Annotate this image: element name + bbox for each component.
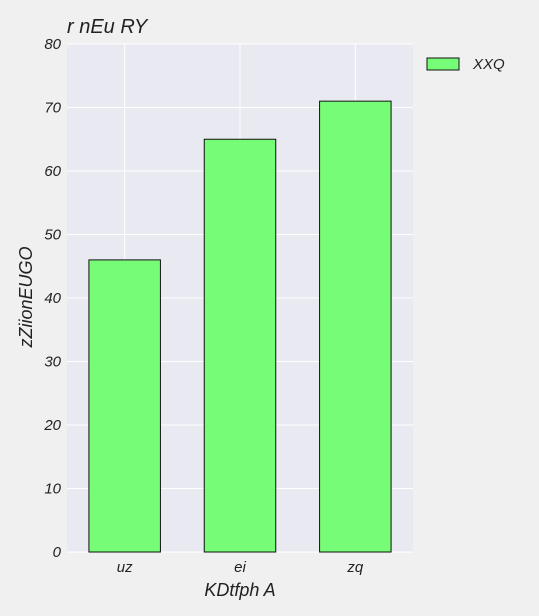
x-axis-label: KDtfph A xyxy=(204,580,275,600)
legend-label: XXQ xyxy=(472,56,505,73)
x-tick-label: ei xyxy=(234,559,246,576)
x-tick-label: uz xyxy=(117,559,133,576)
chart-title: r nEu RY xyxy=(67,16,149,38)
bars xyxy=(88,100,392,553)
y-tick-label: 0 xyxy=(53,544,62,561)
y-tick-label: 50 xyxy=(44,227,61,244)
y-axis-label: zZiionEUGO xyxy=(16,246,36,348)
y-tick-label: 80 xyxy=(44,36,61,53)
y-tick-label: 20 xyxy=(43,417,61,434)
y-tick-label: 10 xyxy=(44,481,61,498)
y-tick-label: 60 xyxy=(44,163,61,180)
bar-uz xyxy=(88,259,161,553)
bar-zq xyxy=(319,100,392,553)
y-tick-label: 30 xyxy=(44,354,61,371)
x-tick-label: zq xyxy=(346,559,364,576)
legend-swatch xyxy=(426,57,460,71)
y-tick-label: 70 xyxy=(44,100,61,117)
legend: XXQ xyxy=(426,56,505,73)
y-tick-label: 40 xyxy=(44,290,61,307)
x-tick-labels: uz ei zq xyxy=(117,559,364,576)
y-tick-labels: 0 10 20 30 40 50 60 70 80 xyxy=(43,36,61,561)
bar-ei xyxy=(203,138,277,553)
